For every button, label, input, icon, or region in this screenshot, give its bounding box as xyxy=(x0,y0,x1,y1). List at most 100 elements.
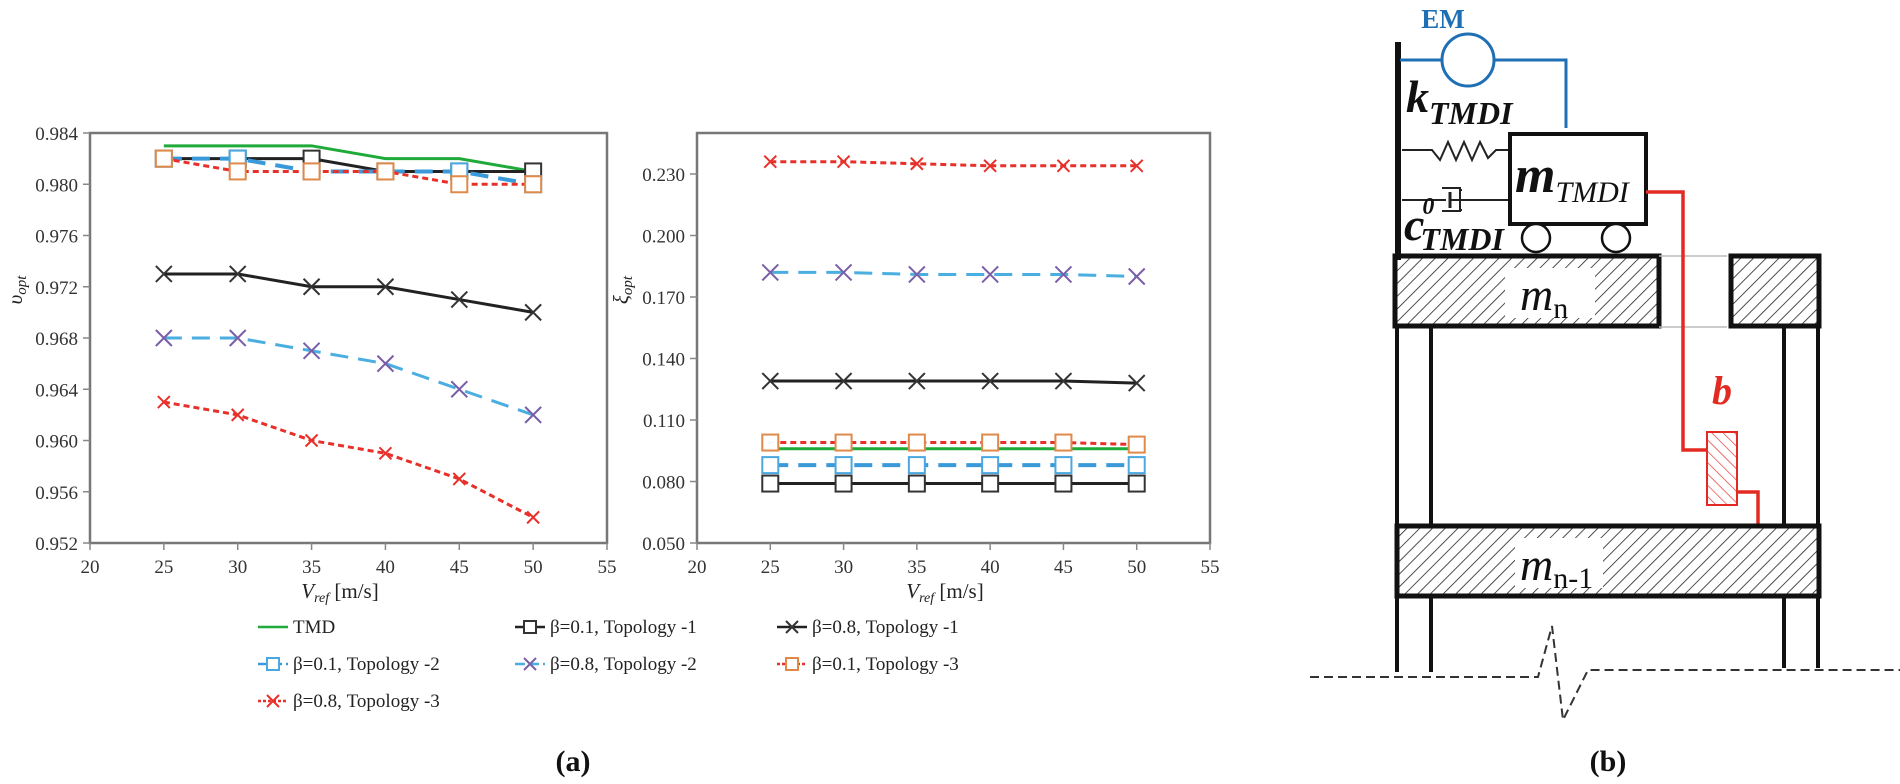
x-tick-label: 20 xyxy=(81,557,100,578)
square-marker-icon xyxy=(376,162,395,181)
legend-item: β=0.8, Topology -3 xyxy=(258,691,440,712)
x-marker-icon xyxy=(526,510,540,525)
x-marker-icon xyxy=(1128,374,1146,392)
x-marker-icon xyxy=(376,354,395,373)
x-marker-icon xyxy=(1130,159,1144,173)
square-marker-icon xyxy=(761,456,780,475)
square-marker-icon xyxy=(907,474,926,493)
square-marker-icon xyxy=(266,657,280,671)
square-marker-icon xyxy=(523,620,537,634)
legend-label: β=0.1, Topology -1 xyxy=(550,617,697,638)
x-marker-icon xyxy=(523,657,537,671)
legend-label: β=0.8, Topology -2 xyxy=(550,654,697,675)
mn-label: mn xyxy=(1520,269,1568,325)
series-line xyxy=(763,154,1144,173)
x-marker-icon xyxy=(834,372,853,390)
x-marker-icon xyxy=(1054,265,1073,284)
legend-label: β=0.8, Topology -3 xyxy=(293,691,440,712)
square-marker-icon xyxy=(761,433,780,452)
x-marker-icon xyxy=(302,342,321,360)
inerter-icon xyxy=(1706,431,1738,506)
slab-mn-right xyxy=(1728,253,1822,329)
legend: TMD β=0.1, Topology -1 β=0.8, Topology -1 β… xyxy=(258,617,959,712)
y-axis-label-right: ξopt xyxy=(609,275,636,304)
x-tick-label: 45 xyxy=(1054,557,1073,578)
y-axis-ticks-right: 0.050 0.080 0.110 0.140 0.170 0.200 0.230 xyxy=(642,165,697,555)
x-marker-icon xyxy=(910,157,924,171)
slab-mn1 xyxy=(1394,523,1822,599)
square-marker-icon xyxy=(981,456,1000,475)
x-marker-icon xyxy=(761,372,779,390)
x-axis-ticks-left: 20 25 30 35 40 45 50 55 xyxy=(81,543,617,578)
y-tick-label: 0.140 xyxy=(642,350,685,371)
x-tick-label: 50 xyxy=(524,557,543,578)
y-tick-label: 0.984 xyxy=(35,124,78,145)
x-marker-icon xyxy=(304,433,319,448)
x-marker-icon xyxy=(524,303,542,322)
legend-item: β=0.1, Topology -1 xyxy=(515,617,697,638)
mass-tmdi-box xyxy=(1508,132,1648,226)
y-tick-label: 0.200 xyxy=(642,227,685,248)
em-circle-icon xyxy=(1440,32,1496,88)
square-marker-icon xyxy=(1054,433,1073,452)
square-marker-icon xyxy=(907,456,926,475)
series-line xyxy=(761,372,1146,392)
y-tick-label: 0.976 xyxy=(35,227,78,248)
square-marker-icon xyxy=(1054,474,1073,493)
y-tick-label: 0.230 xyxy=(642,165,685,186)
legend-item: β=0.1, Topology -2 xyxy=(258,654,440,675)
series-line xyxy=(157,395,540,525)
series-line xyxy=(155,265,542,322)
tmdi-diagram: EM kTMDI c0 TMDI mTMDI mn xyxy=(1310,4,1900,724)
y-tick-label: 0.952 xyxy=(35,534,78,555)
inerter-element: b xyxy=(1646,190,1760,525)
x-marker-icon xyxy=(231,408,245,422)
mn1-label: mn-1 xyxy=(1520,539,1593,595)
spring-icon xyxy=(1402,139,1508,163)
caption-b: (b) xyxy=(1590,745,1627,778)
legend-item: β=0.8, Topology -1 xyxy=(777,617,959,638)
legend-item: β=0.8, Topology -2 xyxy=(515,654,697,675)
square-marker-icon xyxy=(834,456,853,475)
y-tick-label: 0.170 xyxy=(642,288,685,309)
caption-a: (a) xyxy=(556,745,591,778)
x-marker-icon xyxy=(524,406,542,424)
em-label: EM xyxy=(1421,4,1465,34)
x-marker-icon xyxy=(378,446,393,461)
x-marker-icon xyxy=(266,694,280,708)
square-marker-icon xyxy=(154,149,173,168)
break-line xyxy=(1310,625,1900,724)
x-marker-icon xyxy=(229,329,247,347)
x-marker-icon xyxy=(229,265,247,283)
y-tick-label: 0.050 xyxy=(642,534,685,555)
square-marker-icon xyxy=(1127,435,1146,454)
x-marker-icon xyxy=(908,372,926,390)
square-marker-icon xyxy=(834,433,853,452)
x-tick-label: 25 xyxy=(154,557,173,578)
square-marker-icon xyxy=(1127,456,1146,475)
x-marker-icon xyxy=(981,372,999,390)
x-marker-icon xyxy=(155,329,173,347)
x-tick-label: 40 xyxy=(981,557,1000,578)
y-tick-label: 0.110 xyxy=(643,411,685,432)
legend-label: β=0.8, Topology -1 xyxy=(812,617,959,638)
x-tick-label: 45 xyxy=(450,557,469,578)
x-axis-label-right: Vref [m/s] xyxy=(906,579,983,606)
series-line xyxy=(761,456,1146,475)
x-marker-icon xyxy=(834,263,853,282)
x-axis-ticks-right: 20 25 30 35 40 45 50 55 xyxy=(688,543,1220,578)
square-marker-icon xyxy=(1127,474,1146,493)
square-marker-icon xyxy=(981,474,1000,493)
series-group-right xyxy=(761,154,1146,493)
y-tick-label: 0.964 xyxy=(35,380,78,401)
x-marker-icon xyxy=(450,290,468,309)
y-tick-label: 0.968 xyxy=(35,329,78,350)
square-marker-icon xyxy=(981,433,1000,452)
x-tick-label: 55 xyxy=(1201,557,1220,578)
x-marker-icon xyxy=(763,154,777,169)
y-tick-label: 0.972 xyxy=(35,278,78,299)
square-marker-icon xyxy=(907,433,926,452)
x-tick-label: 25 xyxy=(761,557,780,578)
x-marker-icon xyxy=(981,265,999,284)
legend-item: β=0.1, Topology -3 xyxy=(777,654,959,675)
